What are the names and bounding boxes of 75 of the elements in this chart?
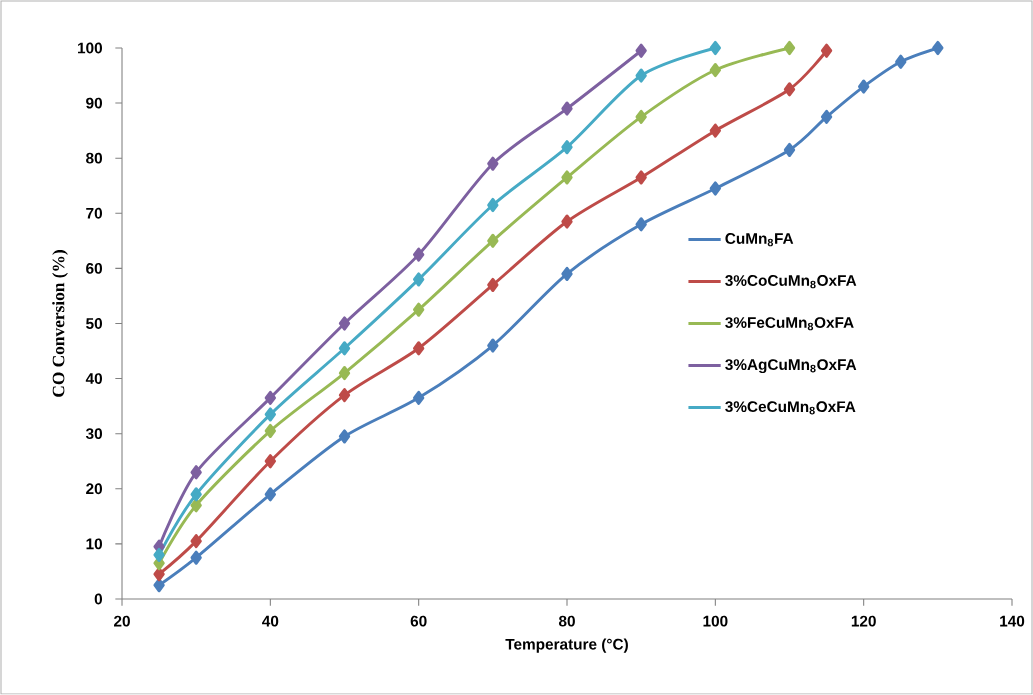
point: [487, 338, 499, 353]
point: [635, 170, 647, 185]
point: [190, 498, 202, 513]
point: [561, 101, 573, 116]
y-tick-label: 40: [85, 373, 102, 385]
point: [709, 123, 722, 138]
y-tick-label: 0: [94, 593, 103, 605]
point: [264, 407, 277, 422]
point: [820, 109, 833, 124]
point: [487, 233, 499, 248]
point: [635, 68, 647, 83]
point: [190, 465, 202, 480]
point: [783, 142, 796, 157]
point: [190, 487, 202, 502]
point: [932, 40, 944, 56]
point: [635, 43, 647, 58]
y-tick-label: 10: [86, 538, 102, 550]
point: [190, 534, 202, 549]
y-tick-label: 50: [86, 318, 102, 329]
point: [709, 62, 722, 78]
y-tick-label: 30: [85, 428, 102, 440]
point: [487, 156, 499, 171]
y-tick-label: 70: [86, 207, 102, 219]
point: [338, 341, 351, 356]
point: [487, 277, 499, 292]
point: [190, 550, 202, 565]
point: [635, 217, 647, 232]
point: [264, 390, 277, 405]
x-tick-label: 60: [410, 615, 427, 627]
x-tick-label: 100: [703, 615, 728, 627]
y-tick-label: 20: [86, 483, 102, 495]
x-tick-label: 140: [1000, 615, 1025, 627]
point: [487, 197, 499, 213]
point: [338, 429, 351, 444]
point: [413, 341, 425, 356]
legend-label: 3%AgCuMn$_{8}$OxFA: [725, 359, 857, 374]
point: [264, 423, 277, 438]
point: [413, 302, 425, 317]
point: [338, 316, 351, 331]
x-tick-label: 120: [851, 615, 876, 627]
point: [561, 266, 573, 281]
point: [264, 454, 277, 469]
y-tick-label: 80: [86, 152, 102, 164]
point: [338, 366, 351, 381]
legend-label: CuMn$_{8}$FA: [725, 233, 794, 247]
x-tick-label: 80: [558, 615, 575, 627]
x-tick-label: 20: [114, 615, 130, 627]
legend-label: 3%FeCuMn$_{8}$OxFA: [725, 317, 854, 331]
point: [561, 140, 573, 155]
point: [264, 487, 277, 502]
legend-label: 3%CeCuMn$_{8}$OxFA: [725, 401, 856, 415]
y-tick-label: 90: [86, 97, 102, 109]
x-tick-label: 40: [262, 615, 279, 627]
point: [635, 109, 647, 124]
point: [338, 388, 351, 403]
point: [783, 82, 796, 97]
legend-label: 3%CoCuMn$_{8}$OxFA: [725, 275, 857, 289]
point: [153, 547, 165, 562]
y-tick-label: 100: [78, 42, 102, 54]
point: [895, 54, 907, 69]
y-axis-title: CO Conversion (%): [52, 250, 68, 397]
x-axis-title: Temperature (°C): [505, 638, 628, 653]
point: [153, 578, 165, 593]
point: [413, 247, 425, 262]
point: [820, 43, 833, 58]
point: [153, 567, 165, 582]
point: [858, 79, 870, 94]
point: [413, 390, 425, 405]
point: [561, 170, 573, 185]
point: [561, 214, 573, 229]
point: [709, 40, 722, 56]
y-tick-label: 60: [86, 262, 102, 274]
point: [413, 272, 425, 287]
point: [709, 181, 722, 196]
point: [783, 40, 796, 56]
